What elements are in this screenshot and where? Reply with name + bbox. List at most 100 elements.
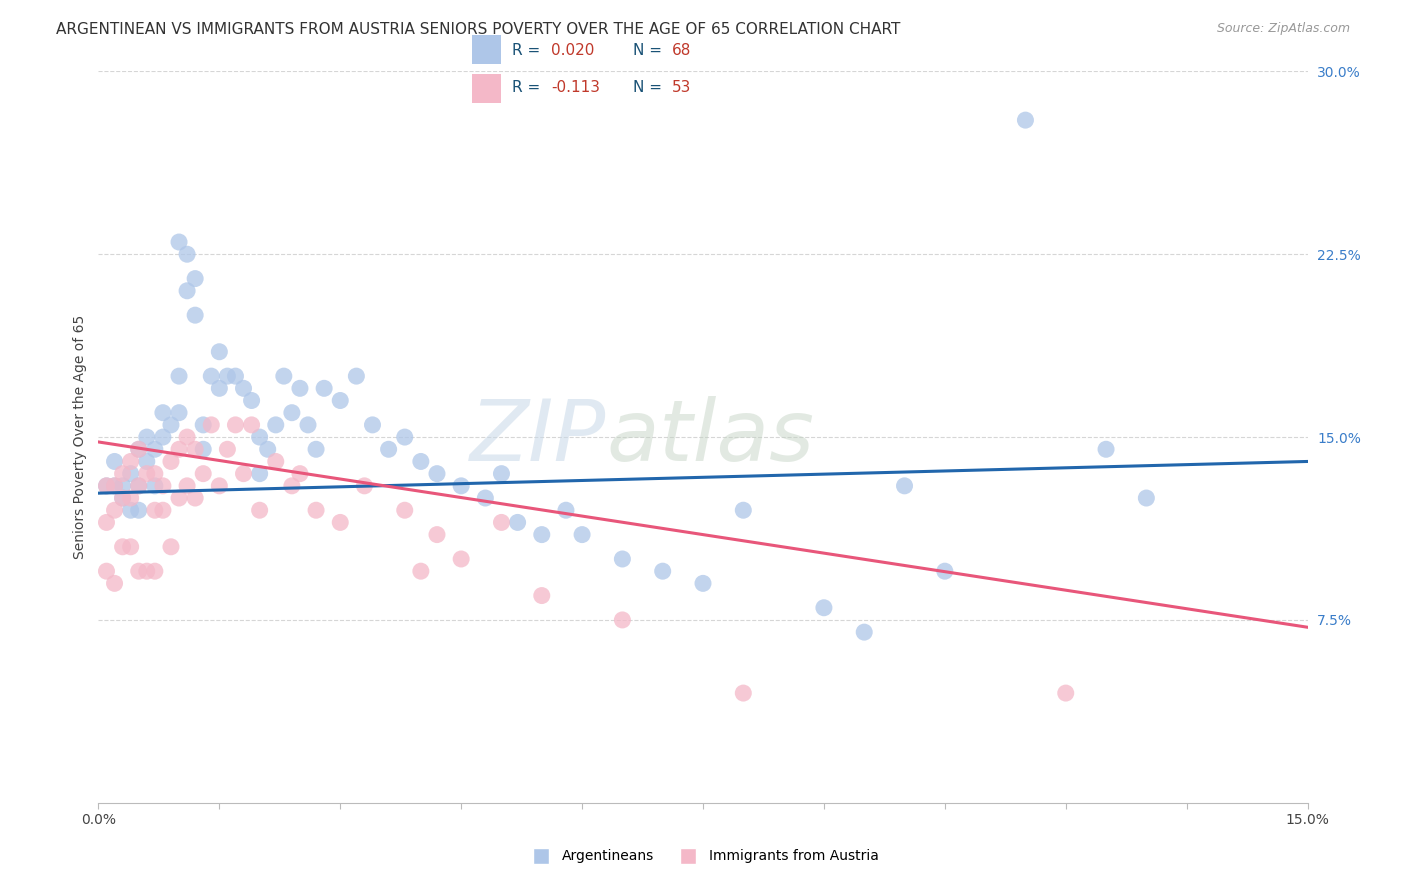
Point [1135, 491, 1157, 505]
Point [111, 467, 134, 481]
Text: R =: R = [512, 43, 546, 58]
Point [297, 417, 319, 432]
Text: 68: 68 [672, 43, 692, 58]
Point [571, 527, 593, 541]
Point [120, 503, 142, 517]
Point [143, 479, 166, 493]
Point [224, 369, 246, 384]
Point [167, 442, 190, 457]
Point [184, 442, 207, 457]
Point [491, 467, 513, 481]
Point [232, 381, 254, 395]
Point [152, 406, 174, 420]
Text: atlas: atlas [606, 395, 814, 479]
Point [224, 417, 246, 432]
Point [450, 479, 472, 493]
Point [329, 516, 352, 530]
Point [612, 552, 634, 566]
Text: ARGENTINEAN VS IMMIGRANTS FROM AUSTRIA SENIORS POVERTY OVER THE AGE OF 65 CORREL: ARGENTINEAN VS IMMIGRANTS FROM AUSTRIA S… [56, 22, 901, 37]
Point [120, 467, 142, 481]
Text: 0.020: 0.020 [551, 43, 595, 58]
Point [193, 467, 215, 481]
Point [530, 589, 553, 603]
Point [111, 491, 134, 505]
Point [305, 503, 328, 517]
Point [103, 479, 125, 493]
Point [193, 442, 215, 457]
Point [208, 344, 231, 359]
Point [281, 406, 304, 420]
Point [200, 369, 222, 384]
Point [103, 576, 125, 591]
Text: N =: N = [633, 80, 666, 95]
Point [394, 430, 416, 444]
Point [281, 479, 304, 493]
Point [167, 406, 190, 420]
Point [450, 552, 472, 566]
Point [394, 503, 416, 517]
Point [143, 442, 166, 457]
Point [176, 284, 198, 298]
Point [135, 467, 157, 481]
Point [96, 479, 118, 493]
Point [143, 467, 166, 481]
Point [160, 540, 183, 554]
Point [232, 467, 254, 481]
Bar [472, 74, 501, 103]
Point [288, 467, 311, 481]
Text: ZIP: ZIP [470, 395, 606, 479]
Point [184, 308, 207, 322]
Point [111, 491, 134, 505]
Point [167, 369, 190, 384]
Y-axis label: Seniors Poverty Over the Age of 65: Seniors Poverty Over the Age of 65 [73, 315, 87, 559]
Point [167, 235, 190, 249]
Point [120, 491, 142, 505]
Point [111, 540, 134, 554]
Point [152, 503, 174, 517]
Point [152, 479, 174, 493]
Point [651, 564, 673, 578]
Point [1095, 442, 1118, 457]
Point [135, 430, 157, 444]
Point [249, 503, 271, 517]
Bar [472, 36, 501, 64]
Point [240, 393, 263, 408]
Point [160, 417, 183, 432]
Text: -0.113: -0.113 [551, 80, 600, 95]
Point [128, 503, 150, 517]
Point [152, 430, 174, 444]
Point [249, 430, 271, 444]
Point [96, 564, 118, 578]
Point [361, 417, 384, 432]
Point [249, 467, 271, 481]
Point [128, 442, 150, 457]
Point [167, 491, 190, 505]
Point [491, 516, 513, 530]
Point [426, 527, 449, 541]
Point [208, 479, 231, 493]
Point [128, 479, 150, 493]
Point [934, 564, 956, 578]
Point [217, 369, 239, 384]
Point [135, 564, 157, 578]
Point [135, 454, 157, 468]
Point [217, 442, 239, 457]
Point [103, 503, 125, 517]
Point [288, 381, 311, 395]
Point [200, 417, 222, 432]
Point [176, 247, 198, 261]
Point [353, 479, 375, 493]
Point [555, 503, 578, 517]
Point [893, 479, 915, 493]
Point [1054, 686, 1077, 700]
Legend: Argentineans, Immigrants from Austria: Argentineans, Immigrants from Austria [522, 844, 884, 869]
Point [176, 430, 198, 444]
Point [273, 369, 295, 384]
Point [305, 442, 328, 457]
Point [692, 576, 714, 591]
Point [128, 479, 150, 493]
Point [506, 516, 529, 530]
Text: R =: R = [512, 80, 546, 95]
Point [256, 442, 278, 457]
Point [184, 491, 207, 505]
